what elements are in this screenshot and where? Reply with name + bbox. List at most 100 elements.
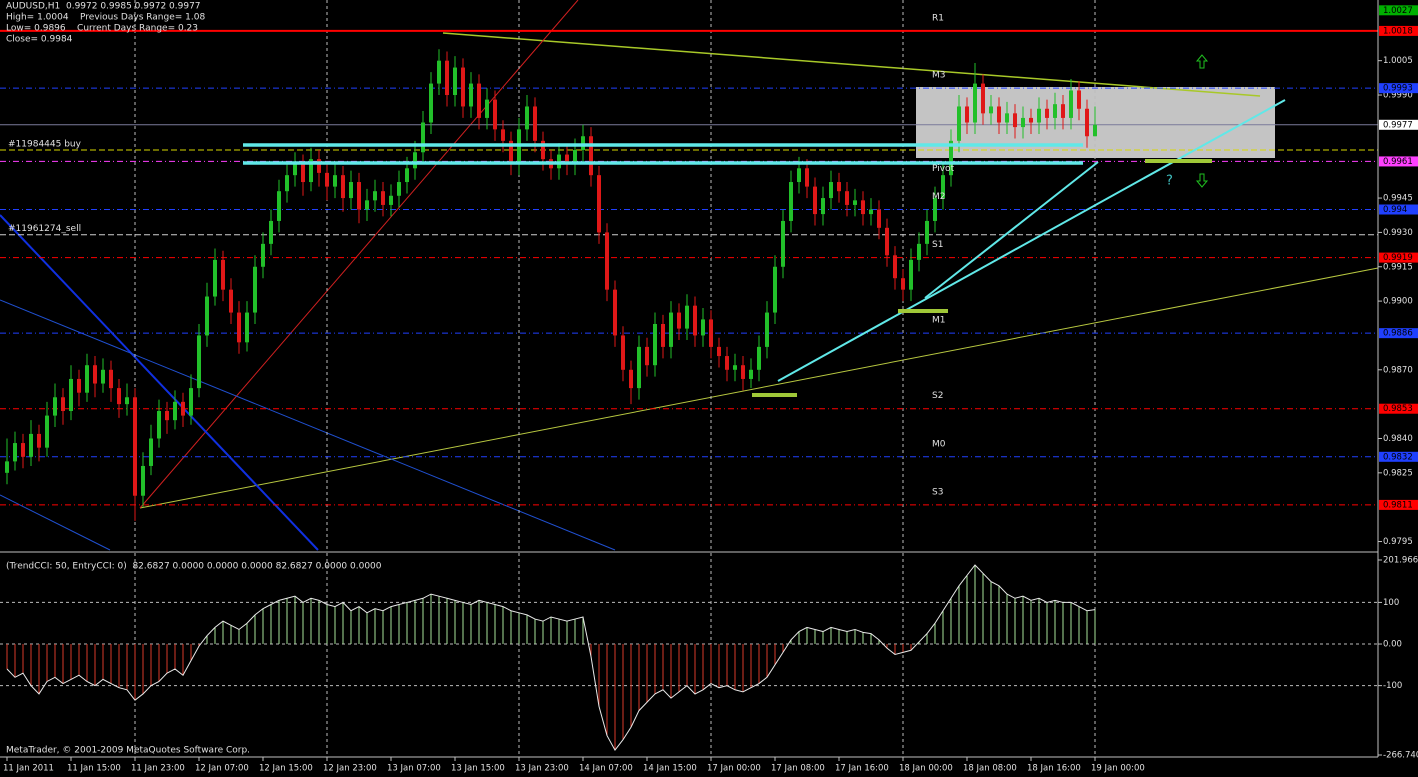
candle-body [677, 312, 681, 329]
candle-body [229, 289, 233, 313]
candle-body [669, 312, 673, 347]
candle-body [469, 83, 473, 107]
cci-line [6, 564, 1096, 752]
candle-body [277, 191, 281, 221]
candle-body [973, 83, 977, 123]
y-tick-label: 0.9900 [1383, 297, 1413, 307]
trendline [139, 0, 579, 509]
candle-body [533, 106, 537, 141]
candle-body [493, 99, 497, 130]
candle-body [149, 438, 153, 466]
x-tick-label: 19 Jan 00:00 [1091, 764, 1145, 774]
candle-body [565, 154, 569, 164]
candle-body [645, 346, 649, 366]
x-tick-label: 18 Jan 00:00 [899, 764, 953, 774]
candle-body [765, 312, 769, 347]
candle-body [269, 220, 273, 244]
y-tick-label: 0.9825 [1383, 468, 1413, 478]
price-tag-label: 0.9977 [1383, 120, 1413, 130]
candle-body [421, 122, 425, 153]
candle-body [997, 106, 1001, 123]
copyright: MetaTrader, © 2001-2009 MetaQuotes Softw… [6, 746, 250, 756]
level-tag-label: 0.9853 [1383, 404, 1413, 414]
level-tag [1379, 156, 1418, 167]
x-tick-label: 13 Jan 23:00 [515, 764, 569, 774]
candle-body [925, 220, 929, 244]
candle-body [205, 296, 209, 336]
candle-body [805, 168, 809, 187]
candle-body [173, 401, 177, 421]
level-tag-label: 1.0018 [1383, 26, 1413, 36]
candle-body [333, 175, 337, 187]
trendline [139, 267, 1379, 509]
trendline [442, 32, 1261, 97]
order-label: #11984445 buy [8, 139, 82, 149]
channel-line [0, 494, 111, 551]
level-tag [1379, 252, 1418, 263]
candle-body [789, 182, 793, 221]
candle-body [1061, 104, 1065, 118]
candle-body [133, 397, 137, 496]
candle-body [949, 140, 953, 176]
y-tick-label: 201.966 [1383, 556, 1418, 566]
candle-body [461, 67, 465, 107]
annotation: ? [1166, 174, 1173, 189]
x-tick-label: 17 Jan 16:00 [835, 764, 889, 774]
y-tick-label: 0.00 [1383, 640, 1402, 650]
level-tag-label: 0.9832 [1383, 452, 1413, 462]
candle-body [509, 140, 513, 164]
candle-body [1021, 117, 1025, 128]
level-label: R1 [932, 13, 944, 23]
level-tag-label: 0.9811 [1383, 500, 1413, 510]
candle-body [813, 186, 817, 215]
candle-body [261, 243, 265, 267]
candle-body [69, 378, 73, 412]
drawing-layer: ? [243, 54, 1286, 397]
level-label: M1 [932, 316, 946, 326]
candle-body [357, 182, 361, 210]
candle-body [181, 401, 185, 416]
candle-body [397, 182, 401, 196]
candle-body [365, 200, 369, 210]
candle-body [157, 411, 161, 439]
y-tick-label: -266.740 [1383, 751, 1418, 761]
candle-body [869, 209, 873, 215]
price-tag-label: 1.0027 [1383, 6, 1413, 16]
candle-body [781, 220, 785, 267]
arrow-up [1195, 54, 1209, 69]
x-tick-label: 12 Jan 23:00 [323, 764, 377, 774]
y-tick-label: 0.9795 [1383, 537, 1413, 547]
candle-body [685, 305, 689, 329]
candle-body [773, 266, 777, 313]
candle-body [213, 259, 217, 297]
candle-body [325, 172, 329, 187]
candle-body [909, 259, 913, 290]
candle-body [821, 198, 825, 215]
level-label: S2 [932, 391, 943, 401]
candle-body [861, 200, 865, 215]
candle-body [1069, 90, 1073, 118]
candle-body [237, 312, 241, 343]
x-tick-label: 14 Jan 07:00 [579, 764, 633, 774]
candle-body [709, 319, 713, 347]
header-line: High= 1.0004 Previous Days Range= 1.08 [6, 13, 205, 23]
candle-body [525, 106, 529, 130]
candle-body [917, 243, 921, 260]
candle-body [445, 60, 449, 96]
x-tick-label: 12 Jan 07:00 [195, 764, 249, 774]
level-tag [1379, 83, 1418, 94]
candle-body [189, 388, 193, 416]
y-tick-label: 0.9945 [1383, 194, 1413, 204]
candle-body [1029, 117, 1033, 123]
x-tick-label: 13 Jan 15:00 [451, 764, 505, 774]
level-tag [1379, 25, 1418, 36]
candle-body [1037, 108, 1041, 123]
y-tick-label: 0.9840 [1383, 434, 1413, 444]
y-tick-label: -100 [1383, 681, 1402, 691]
x-tick-label: 18 Jan 08:00 [963, 764, 1017, 774]
level-label: M2 [932, 192, 946, 202]
candle-body [749, 369, 753, 379]
y-tick-label: 1.0005 [1383, 56, 1413, 66]
candle-body [965, 106, 969, 123]
